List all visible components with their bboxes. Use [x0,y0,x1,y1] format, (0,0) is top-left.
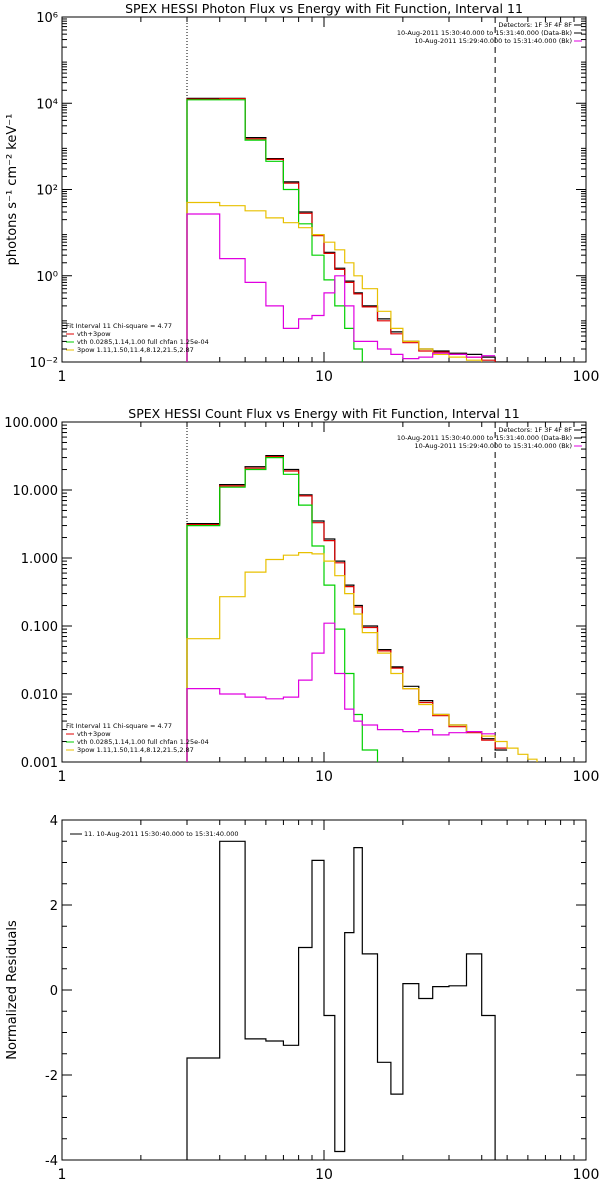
y-tick-label: 10⁴ [36,97,58,112]
legend-entry: Fit Interval 11 Chi-square = 4.77 [66,722,172,730]
y-tick-label: 10.000 [13,484,59,499]
x-tick-label: 10 [315,1167,333,1183]
y-tick-label: 0.001 [21,756,58,771]
y-tick-label: 4 [50,814,58,829]
y-tick-label: 1.000 [21,552,58,567]
legend-entry: 10-Aug-2011 15:29:40.000 to 15:31:40.000… [415,37,572,45]
chart-panel-2: 1 10 100 0.001 0.010 0.100 1.000 10.000 100.000 S… [4,406,599,785]
legend-entry: vth+3pow [77,730,111,738]
series-line-powerlaw [186,201,483,362]
series-group [186,455,538,762]
series-line-background [186,213,496,362]
x-tick-label: 1 [58,369,67,385]
series-group [186,840,496,1160]
series-line-thermal [186,457,379,762]
legend-entry: 10-Aug-2011 15:29:40.000 to 15:31:40.000… [415,442,572,450]
legend-entry: Fit Interval 11 Chi-square = 4.77 [66,322,172,330]
y-tick-label: 0 [50,984,58,999]
legend-entry: 11. 10-Aug-2011 15:30:40.000 to 15:31:40… [84,830,239,838]
legend-entry: 10-Aug-2011 15:30:40.000 to 15:31:40.000… [397,434,572,442]
series-line-data [186,455,508,762]
legend-entry: vth+3pow [77,330,111,338]
legend-entry: Detectors: 1F 3F 4F 8F [498,426,572,434]
x-tick-label: 100 [573,369,600,385]
x-tick-label: 1 [58,769,67,785]
y-tick-label: 10⁶ [36,11,58,26]
y-tick-label: 2 [50,899,58,914]
x-tick-label: 100 [573,769,600,785]
legend-entry: vth 0.0285,1.14,1.00 full chfan 1.25e-04 [77,338,209,346]
chart-panel-3: 1 10 100 -4 -2 0 2 4 Normalized Residuals 11. 10-… [5,814,599,1183]
series-line-data [186,97,508,362]
y-tick-label: 10⁰ [36,270,58,285]
chart-title: SPEX HESSI Count Flux vs Energy with Fit… [128,406,519,421]
y-axis-label: Normalized Residuals [5,920,20,1060]
y-tick-label: 100.000 [4,416,58,431]
legend-entry: vth 0.0285,1.14,1.00 full chfan 1.25e-04 [77,738,209,746]
y-tick-label: -4 [45,1154,58,1169]
chart-panel-1: 1 10 100 10⁻² 10⁰ 10² 10⁴ 10⁶ SPEX HESSI Photon … [5,1,599,385]
y-tick-label: 0.010 [21,688,58,703]
series-line-background [186,622,496,762]
y-tick-label: 10⁻² [29,356,58,371]
x-tick-label: 100 [573,1167,600,1183]
x-tick-label: 10 [315,369,333,385]
x-tick-label: 1 [58,1167,67,1183]
chart-title: SPEX HESSI Photon Flux vs Energy with Fi… [125,1,523,16]
series-line-total_fit [186,98,496,362]
series-line-powerlaw [186,552,538,762]
y-tick-label: 0.100 [21,620,58,635]
x-tick-label: 10 [315,769,333,785]
legend-entry: Detectors: 1F 3F 4F 8F [498,21,572,29]
legend-entry: 10-Aug-2011 15:30:40.000 to 15:31:40.000… [397,29,572,37]
y-axis-label: photons s⁻¹ cm⁻² keV⁻¹ [5,114,20,266]
series-line-total_fit [186,456,508,762]
legend-entry: 3pow 1.11,1.50,11.4,8.12,21.5,2.87 [77,346,194,354]
series-group [186,97,508,362]
legend-entry: 3pow 1.11,1.50,11.4,8.12,21.5,2.87 [77,746,194,754]
y-tick-label: 10² [36,184,58,199]
series-line-thermal [186,99,363,362]
series-line-residuals [186,840,496,1160]
axes-frame [61,421,587,763]
y-tick-label: -2 [45,1069,58,1084]
